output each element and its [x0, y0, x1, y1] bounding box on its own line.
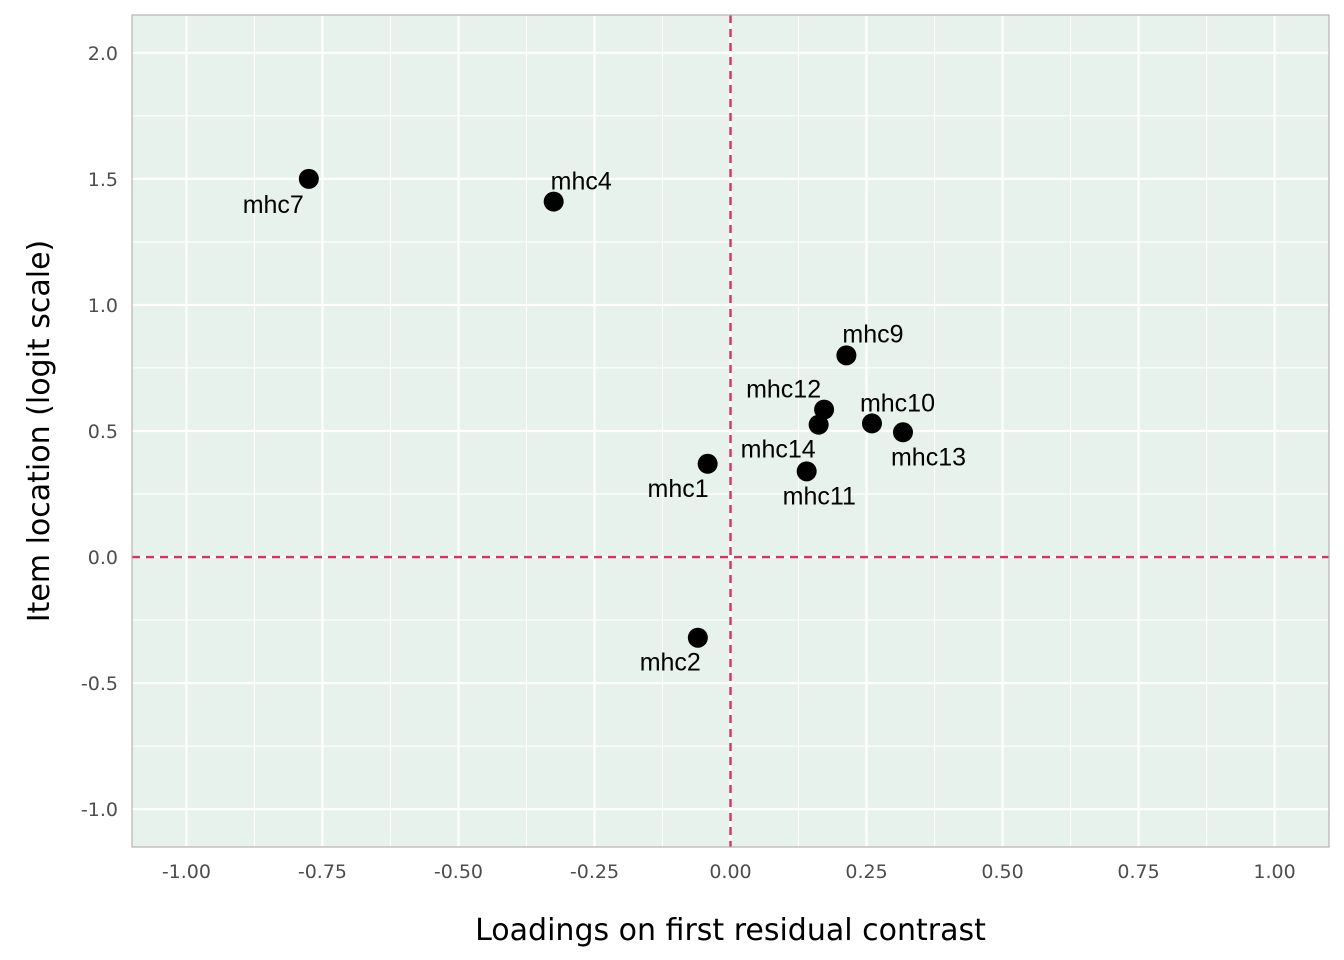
- x-tick-label: 1.00: [1253, 861, 1295, 883]
- point-mhc14: [808, 414, 829, 435]
- x-tick-label: -0.25: [570, 861, 619, 883]
- point-label-mhc7: mhc7: [243, 191, 304, 219]
- point-label-mhc4: mhc4: [551, 168, 612, 196]
- y-tick-label: 2.0: [88, 43, 118, 65]
- x-tick-label: 0.25: [845, 861, 887, 883]
- x-tick-label: 0.00: [709, 861, 751, 883]
- point-label-mhc12: mhc12: [746, 376, 821, 404]
- y-tick-label: 0.5: [88, 421, 118, 443]
- y-tick-label: -0.5: [81, 673, 118, 695]
- plot-panel-border: [131, 14, 1330, 848]
- x-axis-title: Loadings on first residual contrast: [475, 913, 986, 948]
- point-mhc10: [861, 413, 882, 434]
- x-tick-label: -0.50: [434, 861, 483, 883]
- point-mhc12: [814, 399, 835, 420]
- y-tick-label: 1.5: [88, 169, 118, 191]
- point-label-mhc11: mhc11: [783, 482, 856, 510]
- x-tick-label: 0.50: [981, 861, 1023, 883]
- y-axis-ticks: -1.0 -0.5 0.0 0.5 1.0 1.5 2.0: [81, 43, 118, 821]
- point-labels: mhc7 mhc4 mhc9 mhc12 mhc10 mhc14 mhc13 mhc1 mhc1…: [243, 168, 966, 677]
- x-tick-label: 0.75: [1117, 861, 1159, 883]
- point-label-mhc9: mhc9: [842, 320, 903, 348]
- y-axis-title: Item location (logit scale): [22, 240, 57, 622]
- point-label-mhc1: mhc1: [648, 475, 709, 503]
- point-mhc9: [836, 345, 857, 366]
- point-mhc13: [892, 422, 913, 443]
- x-tick-label: -0.75: [298, 861, 347, 883]
- y-tick-label: -1.0: [81, 799, 118, 821]
- point-mhc2: [687, 627, 708, 648]
- point-label-mhc14: mhc14: [741, 436, 816, 464]
- x-axis-ticks: -1.00 -0.75 -0.50 -0.25 0.00 0.25 0.50 0.75 1.00: [162, 861, 1296, 883]
- point-label-mhc13: mhc13: [891, 443, 966, 471]
- point-mhc11: [796, 461, 817, 482]
- y-tick-label: 1.0: [88, 295, 118, 317]
- point-mhc4: [543, 191, 564, 212]
- point-label-mhc10: mhc10: [860, 389, 935, 417]
- data-points: [298, 168, 913, 648]
- reference-lines: [132, 15, 1329, 847]
- y-tick-label: 0.0: [88, 547, 118, 569]
- point-label-mhc2: mhc2: [640, 649, 701, 677]
- point-mhc1: [697, 453, 718, 474]
- point-mhc7: [298, 168, 319, 189]
- x-tick-label: -1.00: [162, 861, 211, 883]
